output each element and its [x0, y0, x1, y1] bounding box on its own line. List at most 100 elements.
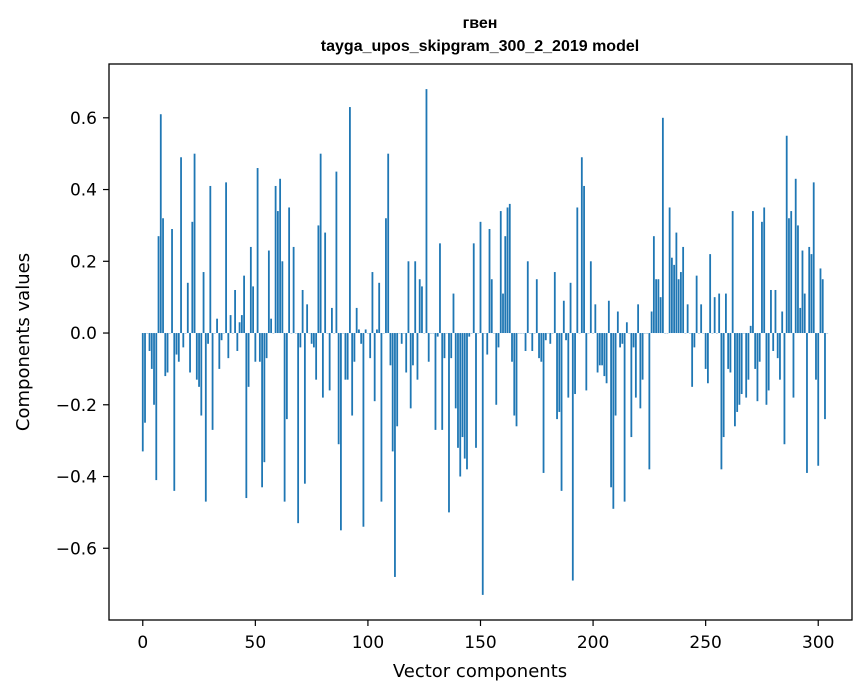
bar-264: [736, 333, 739, 412]
bar-101: [369, 333, 372, 359]
bar-162: [506, 207, 509, 334]
bar-161: [504, 236, 507, 334]
bar-104: [376, 329, 378, 334]
bar-228: [655, 279, 658, 334]
bar-252: [709, 254, 712, 334]
bar-113: [396, 333, 399, 427]
bar-26: [200, 333, 203, 416]
bar-184: [556, 333, 558, 420]
bar-257: [720, 333, 723, 470]
bar-290: [794, 178, 797, 334]
bar-238: [677, 279, 680, 334]
x-tick-label: 100: [352, 633, 384, 653]
bar-295: [806, 333, 808, 473]
bar-65: [288, 207, 291, 334]
bar-91: [346, 333, 349, 380]
bar-109: [387, 153, 390, 334]
bar-293: [801, 250, 804, 334]
bar-117: [405, 333, 408, 373]
bar-189: [567, 333, 570, 398]
bar-5: [153, 333, 155, 405]
bar-131: [436, 333, 439, 337]
bar-183: [553, 272, 556, 334]
x-axis-label: Vector components: [393, 661, 567, 682]
bar-302: [821, 279, 824, 334]
bar-46: [245, 333, 248, 499]
bar-265: [738, 333, 741, 405]
bar-98: [362, 333, 365, 527]
bar-110: [389, 333, 392, 366]
bar-11: [166, 333, 169, 373]
bar-79: [319, 153, 322, 334]
bar-239: [679, 272, 682, 334]
bar-54: [263, 333, 266, 463]
bar-133: [441, 333, 444, 430]
bar-59: [274, 185, 277, 334]
bar-278: [767, 333, 770, 391]
bar-214: [623, 333, 626, 502]
bar-158: [497, 333, 500, 348]
bar-132: [439, 243, 441, 334]
bar-215: [625, 322, 628, 334]
bar-250: [704, 333, 707, 369]
bar-202: [596, 333, 599, 373]
bar-105: [378, 282, 381, 334]
bar-300: [817, 333, 820, 466]
bar-272: [754, 333, 757, 369]
x-tick-label: 250: [689, 633, 721, 653]
bar-185: [558, 333, 561, 412]
bar-192: [574, 333, 576, 395]
bar-111: [391, 333, 394, 452]
bar-45: [243, 275, 245, 334]
bar-71: [301, 289, 304, 334]
bar-8: [159, 114, 162, 334]
bar-248: [700, 304, 703, 334]
bar-138: [452, 293, 455, 334]
bar-147: [472, 243, 475, 334]
chart-subtitle: tayga_upos_skipgram_300_2_2019 model: [321, 38, 639, 55]
bar-220: [637, 304, 640, 334]
bar-0: [141, 333, 144, 452]
y-tick-label: 0.4: [70, 181, 97, 201]
bar-93: [351, 333, 354, 416]
bar-227: [652, 236, 655, 334]
bar-211: [616, 311, 619, 334]
bar-197: [585, 333, 588, 391]
y-tick-label: −0.4: [56, 468, 97, 488]
bar-236: [673, 264, 676, 334]
bar-6: [155, 333, 158, 481]
bar-39: [229, 315, 232, 334]
bar-50: [254, 333, 257, 362]
bar-262: [731, 211, 734, 334]
bar-106: [380, 333, 383, 502]
bar-25: [198, 333, 200, 387]
bar-92: [349, 107, 351, 334]
bar-44: [240, 315, 243, 334]
y-tick-label: 0.6: [70, 109, 97, 129]
bar-97: [360, 333, 363, 344]
bar-48: [249, 246, 252, 334]
bar-266: [740, 333, 743, 395]
bar-134: [443, 333, 446, 359]
bar-256: [718, 293, 721, 334]
bar-55: [265, 333, 268, 359]
bar-9: [162, 218, 164, 334]
bar-292: [799, 307, 802, 334]
bar-136: [448, 333, 450, 513]
bar-294: [803, 293, 806, 334]
bar-124: [421, 286, 423, 334]
bar-76: [312, 333, 315, 348]
bar-78: [317, 225, 320, 334]
bar-245: [693, 333, 696, 348]
bar-126: [425, 89, 428, 334]
bar-217: [630, 333, 633, 438]
bar-203: [598, 333, 601, 366]
bar-18: [182, 333, 185, 348]
bar-10: [164, 333, 167, 377]
x-tick-label: 150: [464, 633, 496, 653]
bar-77: [315, 333, 318, 380]
bar-296: [808, 246, 811, 334]
bar-286: [785, 135, 788, 334]
bar-70: [299, 333, 302, 348]
bar-164: [511, 333, 513, 362]
